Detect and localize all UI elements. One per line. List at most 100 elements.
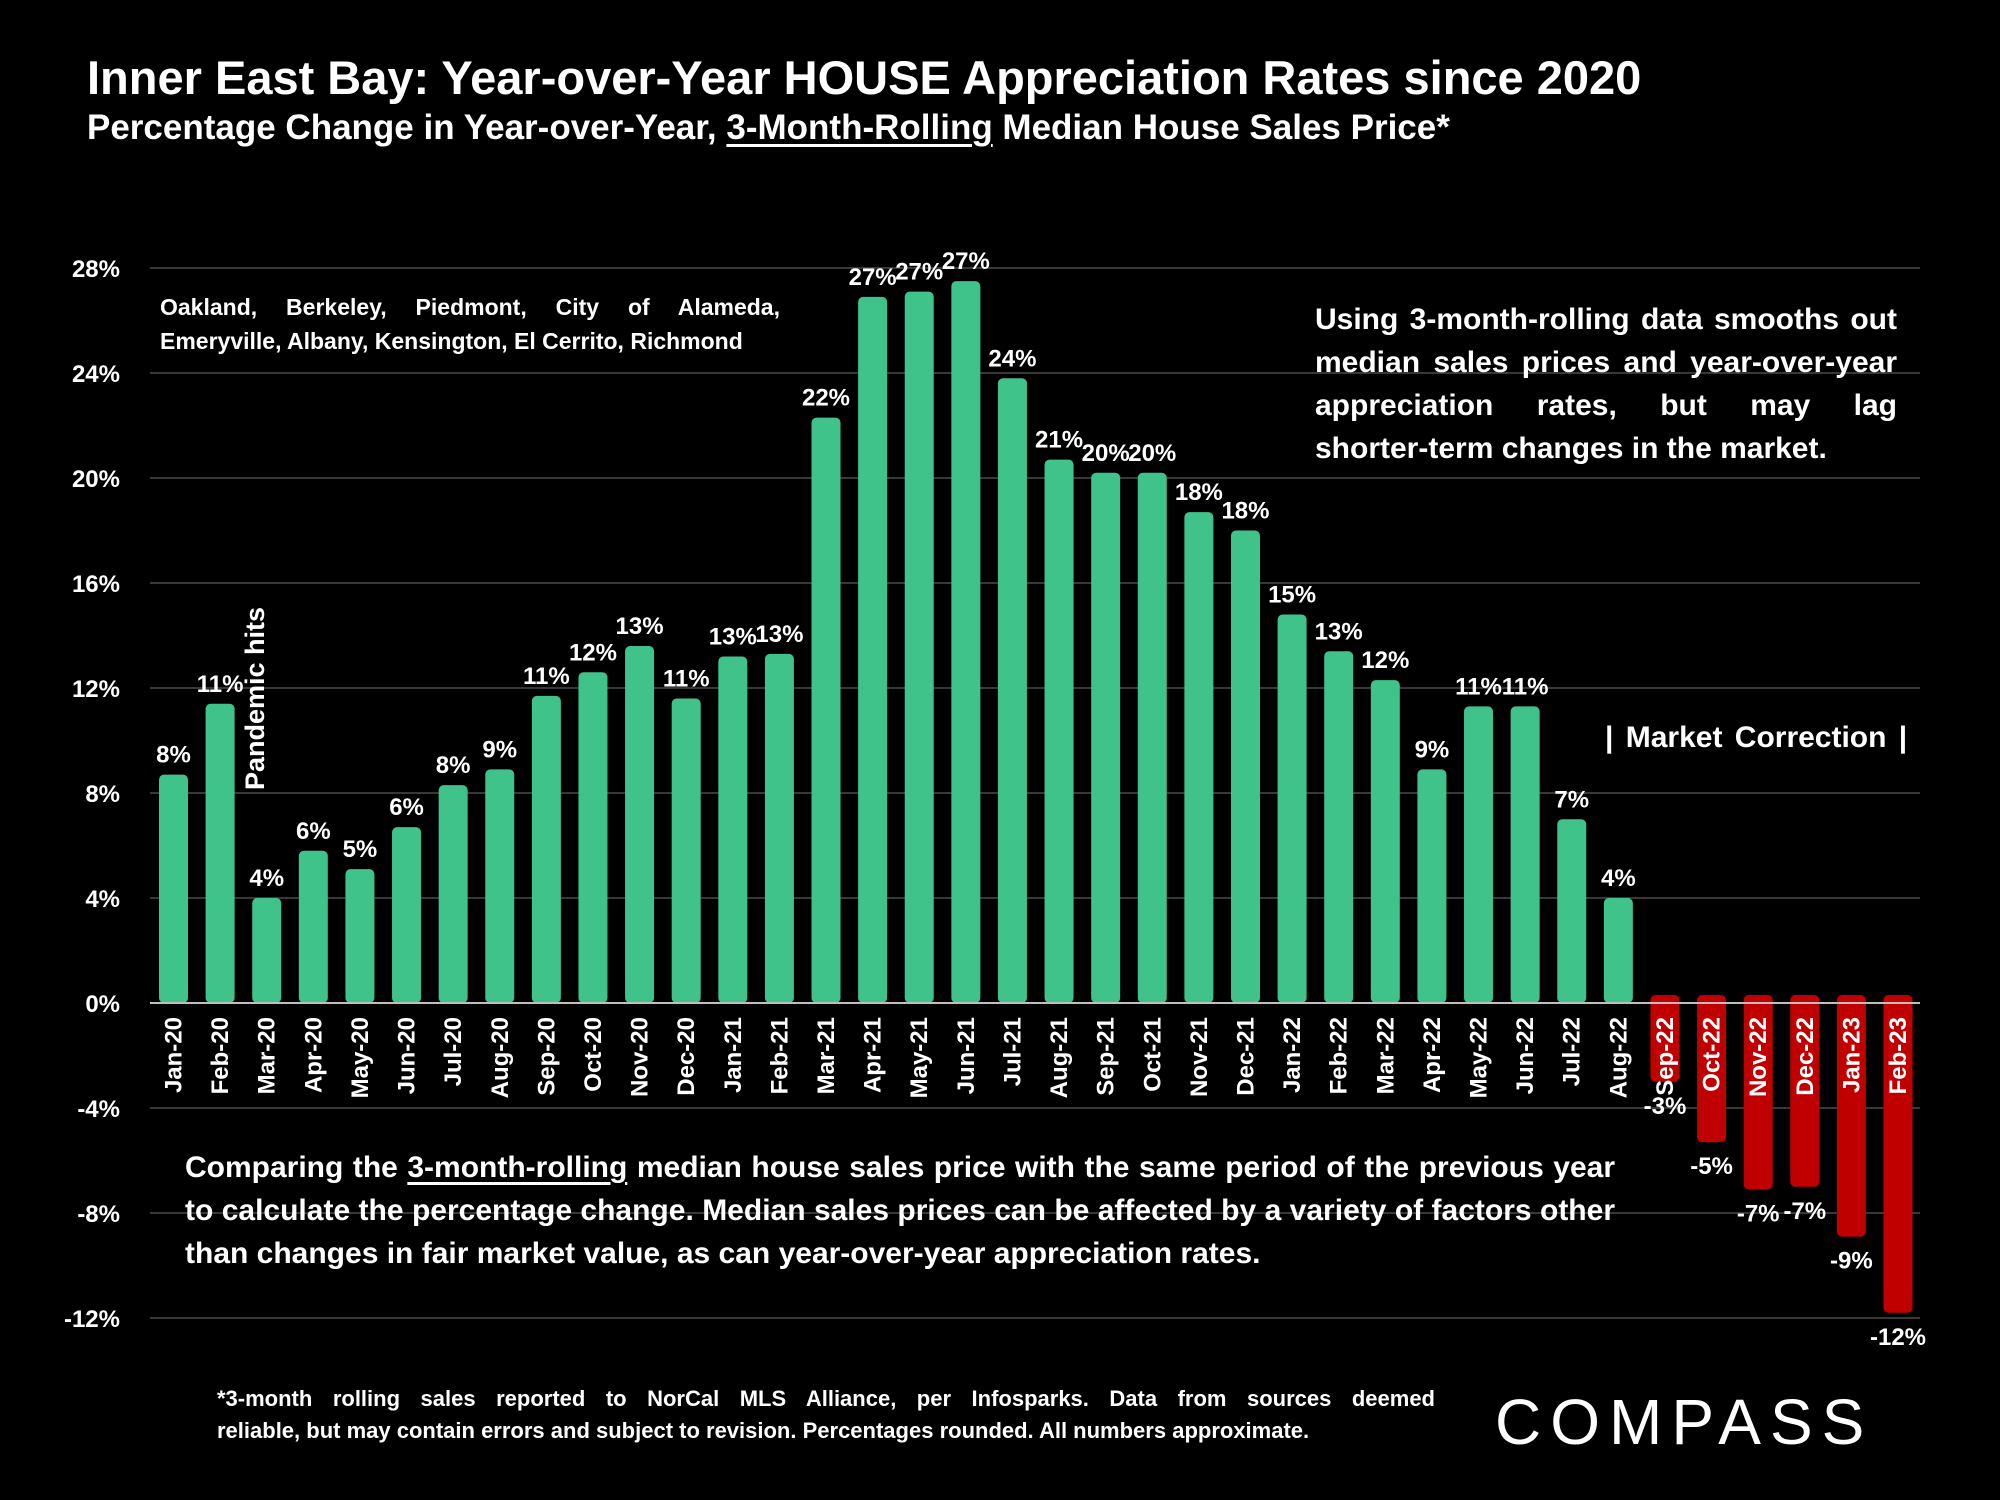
data-label: 22% xyxy=(802,385,850,412)
bar xyxy=(1603,898,1633,1003)
x-tick-label: Nov-20 xyxy=(627,1017,654,1097)
data-label: 8% xyxy=(156,742,191,769)
bar xyxy=(1370,680,1400,1003)
y-tick-label: 4% xyxy=(85,886,120,913)
x-tick-label: Sep-21 xyxy=(1093,1017,1120,1096)
bars xyxy=(159,281,1913,1313)
data-label: 8% xyxy=(436,752,471,779)
y-tick-label: 0% xyxy=(85,991,120,1018)
data-label: -5% xyxy=(1690,1153,1733,1180)
x-tick-label: Nov-21 xyxy=(1186,1017,1213,1097)
bar xyxy=(1697,995,1727,1143)
x-tick-label: Nov-22 xyxy=(1745,1017,1772,1097)
data-label: 12% xyxy=(1361,647,1409,674)
y-tick-label: -4% xyxy=(77,1096,120,1123)
bar xyxy=(1790,995,1820,1187)
data-label: -3% xyxy=(1644,1093,1687,1120)
bar xyxy=(345,869,375,1003)
x-tick-label: Jun-21 xyxy=(953,1017,980,1094)
x-tick-label: Jun-22 xyxy=(1512,1017,1539,1094)
bar xyxy=(1557,819,1587,1003)
bar xyxy=(764,653,794,1003)
data-label: 13% xyxy=(709,624,757,651)
data-label: -7% xyxy=(1783,1198,1826,1225)
x-tick-label: Oct-20 xyxy=(580,1017,607,1092)
x-tick-label: Mar-22 xyxy=(1372,1017,1399,1094)
y-tick-label: 28% xyxy=(72,256,120,283)
data-label: 18% xyxy=(1175,479,1223,506)
data-label: 4% xyxy=(1601,865,1636,892)
footnote: *3-month rolling sales reported to NorCa… xyxy=(217,1386,1435,1443)
data-label: 27% xyxy=(849,264,897,291)
chart-subtitle: Percentage Change in Year-over-Year, 3-M… xyxy=(87,108,1450,147)
x-tick-label: Jan-21 xyxy=(720,1017,747,1093)
data-label: -9% xyxy=(1830,1248,1873,1275)
x-tick-label: Aug-22 xyxy=(1605,1017,1632,1098)
data-label: 5% xyxy=(343,836,378,863)
x-tick-label: Sep-20 xyxy=(533,1017,560,1096)
data-label: 9% xyxy=(1415,736,1450,763)
y-tick-label: 20% xyxy=(72,466,120,493)
bar xyxy=(1091,472,1121,1003)
x-tick-label: Dec-21 xyxy=(1232,1017,1259,1096)
bar xyxy=(718,656,748,1003)
data-labels: 8%11%4%6%5%6%8%9%11%12%13%11%13%13%22%27… xyxy=(156,248,1926,1351)
x-tick-label: Jun-20 xyxy=(394,1017,421,1094)
x-tick-label: Dec-20 xyxy=(673,1017,700,1096)
x-tick-label: May-22 xyxy=(1466,1017,1493,1098)
bar xyxy=(1137,472,1167,1003)
y-tick-label: 12% xyxy=(72,676,120,703)
bar xyxy=(671,698,701,1003)
data-label: 11% xyxy=(663,666,710,693)
data-label: 27% xyxy=(895,259,943,286)
x-tick-label: Apr-20 xyxy=(300,1017,327,1093)
data-label: 11% xyxy=(197,671,244,698)
bar xyxy=(1464,706,1494,1003)
bar xyxy=(392,827,422,1003)
x-tick-label: Feb-21 xyxy=(766,1017,793,1094)
y-tick-label: 24% xyxy=(72,361,120,388)
x-tick-label: Mar-21 xyxy=(813,1017,840,1094)
bar xyxy=(1277,614,1307,1003)
x-tick-label: Jan-20 xyxy=(161,1017,188,1093)
data-label: 6% xyxy=(389,794,424,821)
bar xyxy=(1184,512,1214,1003)
bar xyxy=(1230,530,1260,1003)
bar xyxy=(485,769,515,1003)
x-tick-label: Feb-22 xyxy=(1326,1017,1353,1094)
bar xyxy=(578,672,608,1003)
region-note: Oakland, Berkeley, Piedmont, City of Ala… xyxy=(160,294,780,354)
x-tick-label: Aug-20 xyxy=(487,1017,514,1098)
x-tick-label: Sep-22 xyxy=(1652,1017,1679,1096)
x-tick-label: Apr-21 xyxy=(860,1017,887,1093)
data-label: 6% xyxy=(296,818,331,845)
bar xyxy=(904,291,934,1003)
data-label: 11% xyxy=(1502,673,1549,700)
x-tick-label: Jul-22 xyxy=(1559,1017,1586,1086)
bar xyxy=(1324,651,1354,1003)
bar xyxy=(252,898,282,1003)
data-label: 20% xyxy=(1128,440,1176,467)
x-tick-label: Mar-20 xyxy=(254,1017,281,1094)
bar xyxy=(159,774,188,1003)
bar xyxy=(811,417,841,1003)
data-label: 11% xyxy=(523,663,570,690)
x-tick-label: May-21 xyxy=(906,1017,933,1098)
x-axis-labels: Jan-20 Feb-20 Mar-20 Apr-20 May-20 Jun-20 Jul-… xyxy=(161,1017,1913,1098)
y-tick-label: -8% xyxy=(77,1201,120,1228)
data-label: 24% xyxy=(988,345,1036,372)
data-label: 4% xyxy=(249,865,284,892)
bar xyxy=(205,703,235,1003)
bar xyxy=(1510,706,1540,1003)
x-tick-label: Feb-20 xyxy=(207,1017,234,1094)
bar xyxy=(1044,459,1074,1003)
x-tick-label: Jan-22 xyxy=(1279,1017,1306,1093)
data-label: 7% xyxy=(1554,786,1589,813)
data-label: 20% xyxy=(1082,440,1130,467)
data-label: -12% xyxy=(1870,1324,1926,1351)
y-tick-label: 16% xyxy=(72,571,120,598)
bar xyxy=(1836,995,1866,1237)
data-label: 18% xyxy=(1221,498,1269,525)
bar xyxy=(438,785,468,1003)
y-tick-label: 8% xyxy=(85,781,120,808)
